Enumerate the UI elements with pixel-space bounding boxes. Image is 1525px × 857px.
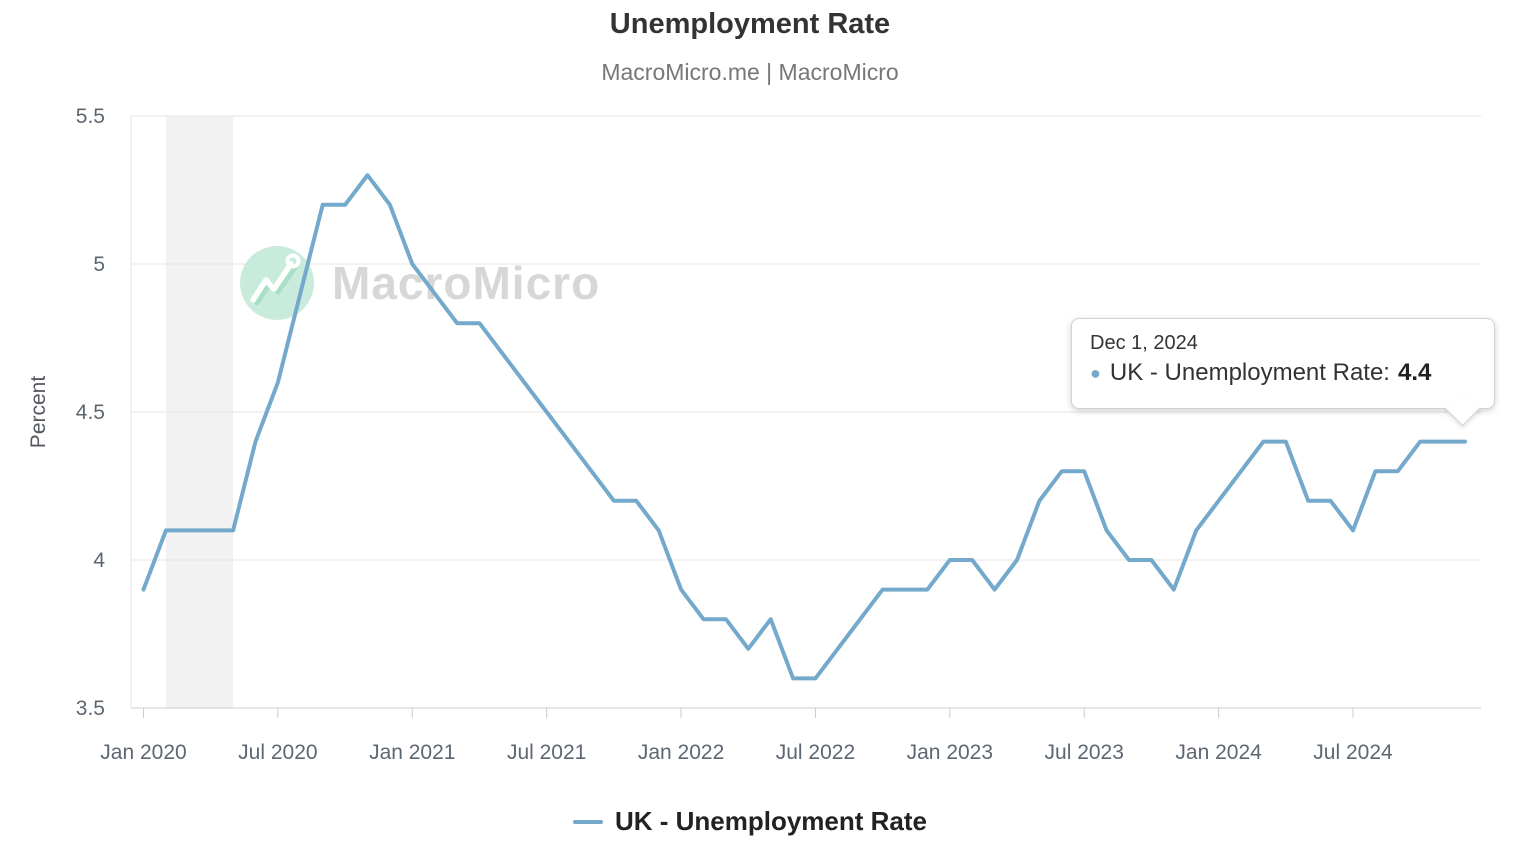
y-tick-label: 4	[93, 549, 105, 572]
x-tick-label: Jan 2022	[638, 741, 724, 764]
y-tick-label: 4.5	[76, 401, 105, 424]
x-tick-label: Jul 2022	[776, 741, 855, 764]
watermark-zigzag-icon	[250, 261, 294, 303]
chart-title: Unemployment Rate	[609, 8, 891, 40]
watermark-text: MacroMicro	[332, 257, 600, 309]
x-tick-label: Jul 2024	[1313, 741, 1393, 764]
tooltip: Dec 1, 2024 ● UK - Unemployment Rate: 4.…	[1071, 318, 1495, 409]
x-tick-label: Jan 2020	[100, 741, 186, 764]
tooltip-value: 4.4	[1397, 359, 1432, 386]
watermark-ring-icon	[285, 253, 301, 269]
series-line-uk-unemployment-rate[interactable]	[141, 173, 1467, 681]
chart-subtitle: MacroMicro.me | MacroMicro	[601, 59, 899, 85]
y-tick-label: 3.5	[76, 697, 105, 720]
tooltip-date: Dec 1, 2024	[1090, 332, 1198, 354]
x-tick-label: Jan 2024	[1175, 741, 1262, 764]
legend-line-swatch	[572, 819, 603, 824]
tooltip-series-row: ● UK - Unemployment Rate: 4.4	[1090, 356, 1476, 390]
tooltip-bullet-icon: ●	[1090, 363, 1101, 383]
tooltip-series-label: UK - Unemployment Rate:	[1109, 359, 1390, 386]
series-layer	[141, 173, 1467, 681]
x-tick-label: Jul 2021	[507, 741, 586, 764]
x-tick-label: Jan 2021	[369, 741, 455, 764]
y-tick-label: 5	[93, 253, 105, 276]
y-tick-label: 5.5	[76, 105, 105, 128]
x-tick-label: Jan 2023	[907, 741, 993, 764]
legend-label: UK - Unemployment Rate	[614, 806, 928, 836]
x-tick-label: Jul 2020	[238, 741, 317, 764]
x-tick-label: Jul 2023	[1045, 741, 1124, 764]
grid-layer: 3.5 4 4.5 5 5.5 Jan 2020 Jul 2020 Jan 2021 Jul 2…	[76, 105, 1481, 764]
legend-item-uk-unemployment-rate[interactable]: UK - Unemployment Rate	[0, 806, 1500, 837]
watermark: MacroMicro	[240, 246, 600, 320]
